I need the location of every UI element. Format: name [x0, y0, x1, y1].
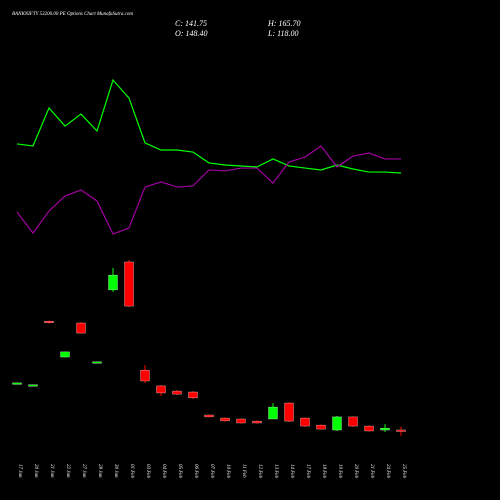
x-tick-label: 17 Feb: [305, 464, 310, 479]
candle-body: [60, 351, 70, 358]
candle-body: [76, 322, 86, 334]
candle-body: [380, 427, 390, 431]
open-label: O: 148.40: [175, 29, 207, 38]
candle-body: [188, 391, 198, 399]
candle-body: [332, 416, 342, 431]
candle-body: [204, 414, 214, 418]
x-tick-label: 14 Feb: [289, 464, 294, 479]
candle-body: [284, 402, 294, 422]
candle-body: [396, 429, 406, 432]
x-tick-label: 10 Feb: [225, 464, 230, 479]
chart-title: BANKNIFTY 53200.00 PE Options Chart Muna…: [12, 12, 133, 17]
candle-body: [12, 382, 22, 385]
close-label: C: 141.75: [175, 19, 207, 28]
x-tick-label: 19 Feb: [337, 464, 342, 479]
x-tick-label: 11 Feb: [241, 464, 246, 478]
candle-body: [236, 418, 246, 424]
candle-body: [156, 385, 166, 394]
x-tick-label: 24 Feb: [385, 464, 390, 479]
x-tick-label: 21 Feb: [369, 464, 374, 479]
x-tick-label: 28 Jan: [97, 464, 102, 478]
indicator-line: [16, 145, 401, 235]
x-tick-label: 07 Feb: [209, 464, 214, 479]
candle-body: [172, 390, 182, 395]
x-tick-label: 03 Feb: [145, 464, 150, 479]
candle-body: [300, 417, 310, 427]
x-tick-label: 17 Jan: [17, 464, 22, 478]
candle-body: [44, 321, 54, 323]
high-label: H: 165.70: [267, 19, 300, 28]
candle-body: [252, 420, 262, 424]
x-tick-label: 20 Feb: [353, 464, 358, 479]
x-tick-label: 18 Feb: [321, 464, 326, 479]
candle-body: [92, 361, 102, 364]
x-tick-label: 30 Jan: [113, 464, 118, 478]
x-tick-label: 20 Jan: [33, 464, 38, 478]
candle-body: [140, 370, 150, 382]
x-tick-label: 21 Jan: [49, 464, 54, 478]
x-tick-label: 22 Jan: [65, 464, 70, 478]
x-tick-label: 04 Feb: [161, 464, 166, 479]
candle-body: [124, 261, 134, 307]
x-tick-label: 05 Feb: [177, 464, 182, 479]
indicator-line: [16, 78, 402, 174]
low-label: L: 118.00: [267, 29, 299, 38]
candle-body: [316, 424, 326, 430]
x-tick-label: 01 Feb: [129, 464, 134, 479]
candle-body: [28, 384, 38, 387]
x-tick-label: 13 Feb: [273, 464, 278, 479]
candle-body: [348, 416, 358, 427]
x-tick-label: 25 Feb: [401, 464, 406, 479]
candle-body: [220, 417, 230, 422]
x-tick-label: 06 Feb: [193, 464, 198, 479]
candle-body: [364, 425, 374, 432]
x-tick-label: 27 Jan: [81, 464, 86, 478]
candle-body: [268, 406, 278, 420]
x-tick-label: 12 Feb: [257, 464, 262, 479]
candle-body: [108, 274, 118, 291]
